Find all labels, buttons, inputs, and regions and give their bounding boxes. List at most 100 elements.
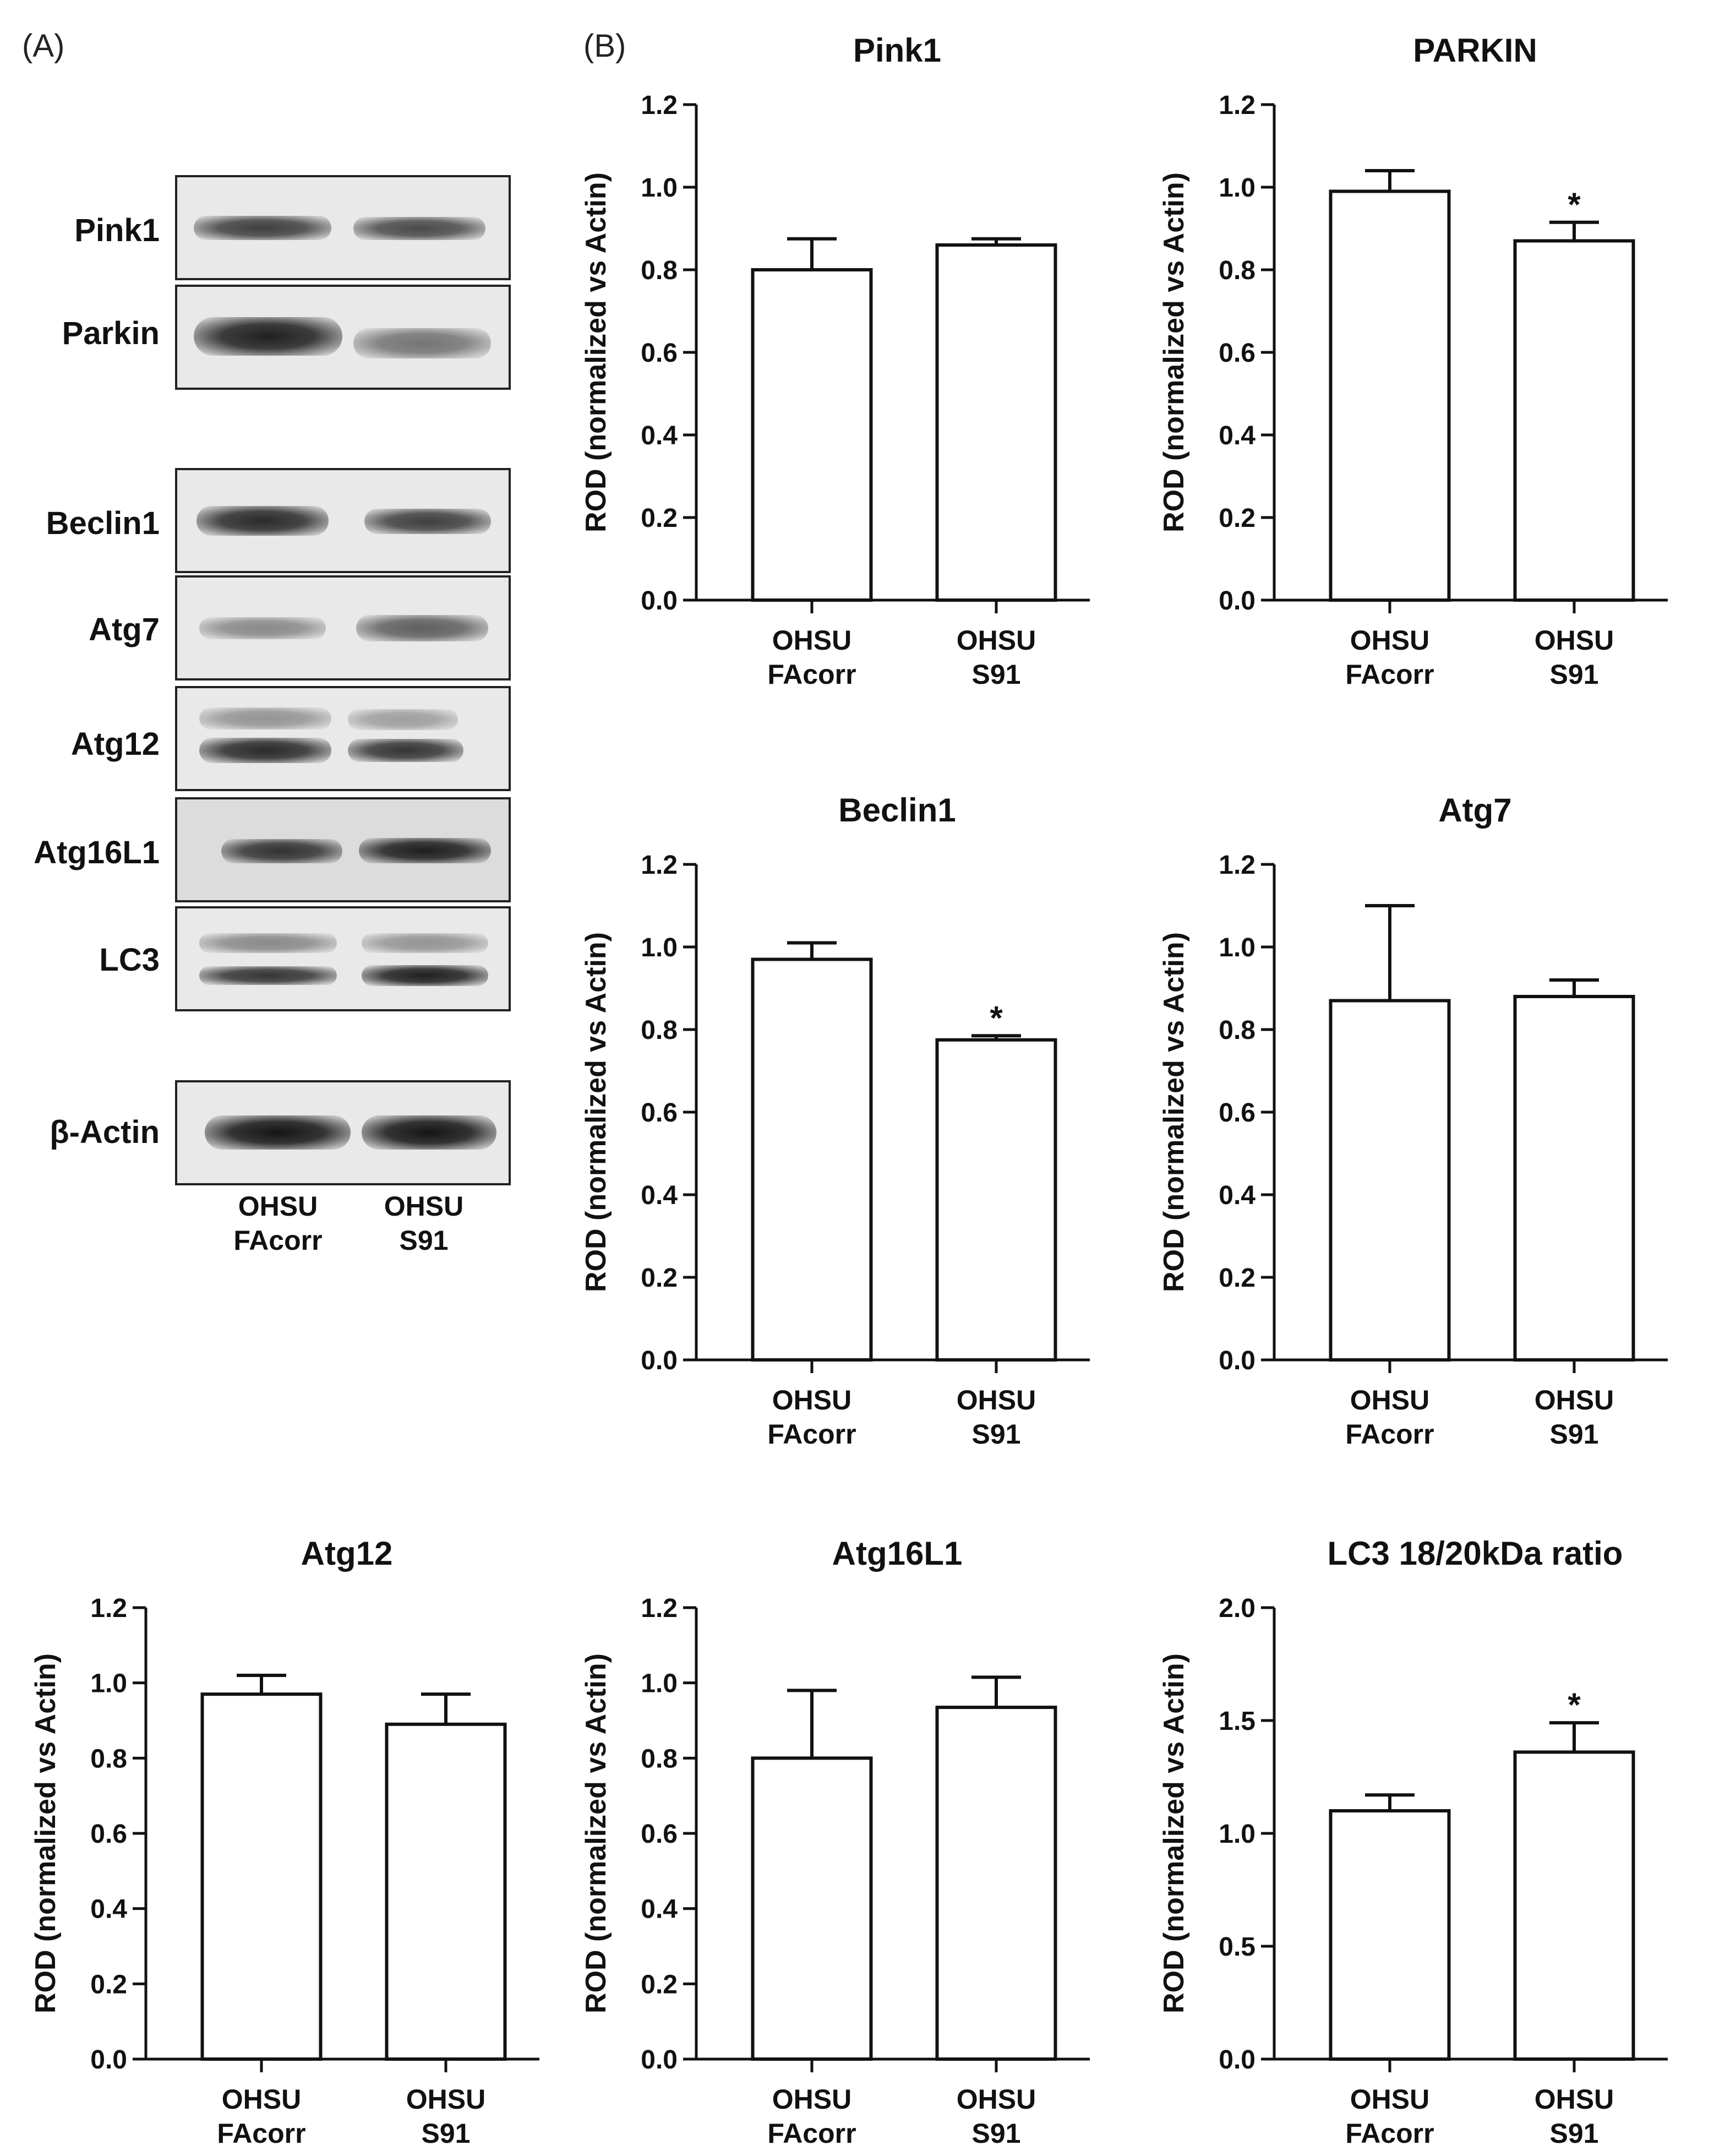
x-tick-label: FAcorr bbox=[1345, 2118, 1434, 2149]
y-tick-label: 0.8 bbox=[641, 256, 678, 285]
x-tick-label: OHSU bbox=[406, 2084, 485, 2115]
chart-title: Atg16L1 bbox=[832, 1535, 963, 1572]
x-tick-label: S91 bbox=[972, 1419, 1021, 1450]
y-tick-label: 2.0 bbox=[1219, 1594, 1255, 1623]
y-tick-label: 0.4 bbox=[90, 1895, 127, 1924]
x-tick-label: OHSU bbox=[957, 2084, 1036, 2115]
y-tick-label: 0.0 bbox=[1219, 1346, 1255, 1375]
chart-title: Atg7 bbox=[1438, 792, 1511, 829]
band bbox=[364, 509, 491, 534]
chart-title: Beclin1 bbox=[838, 792, 956, 829]
y-tick-label: 1.0 bbox=[90, 1669, 127, 1698]
y-tick-label: 1.2 bbox=[1219, 851, 1255, 880]
y-tick-label: 0.0 bbox=[1219, 2045, 1255, 2075]
chart-lc3-ratio: LC3 18/20kDa ratio ROD (normalized vs Act… bbox=[1158, 1535, 1668, 2149]
significance-marker: * bbox=[1568, 186, 1581, 223]
y-tick-label: 0.0 bbox=[641, 586, 678, 616]
y-tick-label: 1.2 bbox=[1219, 91, 1255, 120]
y-tick-label: 1.0 bbox=[641, 1669, 678, 1698]
y-axis-label: ROD (normalized vs Actin) bbox=[1158, 1653, 1190, 2013]
band bbox=[194, 317, 342, 356]
y-tick-label: 0.2 bbox=[641, 1264, 678, 1293]
chart-pink1: Pink1 ROD (normalized vs Actin) 0.0 0.2 0.4 0… bbox=[580, 32, 1090, 690]
chart-title: PARKIN bbox=[1413, 32, 1537, 69]
band bbox=[362, 1115, 496, 1150]
blot-label-parkin: Parkin bbox=[62, 315, 160, 351]
western-blot-panel: Pink1 Parkin Beclin1 Atg7 Atg12 Atg16L1 … bbox=[0, 0, 528, 1321]
band bbox=[199, 933, 337, 953]
y-tick-label: 0.8 bbox=[641, 1744, 678, 1773]
significance-marker: * bbox=[990, 999, 1003, 1036]
y-tick-label: 1.0 bbox=[641, 933, 678, 962]
bar bbox=[1513, 239, 1635, 602]
y-tick-label: 1.0 bbox=[1219, 173, 1255, 203]
blot-strip-atg16l1 bbox=[175, 797, 511, 902]
blot-label-pink1: Pink1 bbox=[74, 213, 160, 248]
y-tick-label: 1.2 bbox=[641, 851, 678, 880]
blot-label-beclin1: Beclin1 bbox=[46, 505, 160, 541]
bar bbox=[1329, 1809, 1451, 2061]
y-tick-label: 0.2 bbox=[1219, 504, 1255, 533]
panel-label-b: (B) bbox=[583, 28, 626, 64]
chart-title: Pink1 bbox=[853, 32, 941, 69]
bar bbox=[935, 1706, 1057, 2061]
y-tick-label: 0.2 bbox=[641, 504, 678, 533]
y-tick-label: 0.5 bbox=[1219, 1932, 1255, 1962]
bar bbox=[1513, 1750, 1635, 2061]
x-tick-label: OHSU bbox=[772, 1385, 851, 1415]
y-axis-label: ROD (normalized vs Actin) bbox=[1158, 932, 1190, 1292]
y-axis-label: ROD (normalized vs Actin) bbox=[30, 1653, 62, 2013]
x-tick-label: FAcorr bbox=[767, 2118, 856, 2149]
chart-atg16l1: Atg16L1 ROD (normalized vs Actin) 0.0 0.2 0.… bbox=[580, 1535, 1090, 2149]
blot-strip-pink1 bbox=[175, 175, 511, 280]
y-tick-label: 0.2 bbox=[1219, 1264, 1255, 1293]
y-tick-label: 0.2 bbox=[641, 1970, 678, 1999]
band bbox=[362, 933, 488, 953]
y-axis-label: ROD (normalized vs Actin) bbox=[580, 932, 612, 1292]
x-tick-label: S91 bbox=[422, 2118, 471, 2149]
band bbox=[353, 217, 485, 240]
y-tick-label: 1.0 bbox=[641, 173, 678, 203]
band bbox=[348, 709, 458, 730]
blot-label-atg12: Atg12 bbox=[70, 726, 160, 762]
y-tick-label: 0.2 bbox=[90, 1970, 127, 1999]
x-tick-label: FAcorr bbox=[1345, 659, 1434, 690]
x-tick-label: OHSU bbox=[1350, 1385, 1429, 1415]
x-tick-label: OHSU bbox=[1535, 625, 1614, 656]
y-tick-label: 0.8 bbox=[641, 1016, 678, 1045]
x-tick-label: S91 bbox=[1550, 659, 1599, 690]
x-tick-label: S91 bbox=[972, 659, 1021, 690]
chart-atg7: Atg7 ROD (normalized vs Actin) 0.0 0.2 0.4 0.… bbox=[1158, 792, 1668, 1450]
y-tick-label: 0.4 bbox=[641, 421, 678, 450]
x-tick-label: OHSU bbox=[222, 2084, 301, 2115]
blot-label-atg7: Atg7 bbox=[89, 612, 160, 647]
bar bbox=[200, 1692, 323, 2061]
band bbox=[199, 707, 331, 729]
y-tick-label: 1.0 bbox=[1219, 1820, 1255, 1849]
panel-label-a: (A) bbox=[22, 28, 65, 64]
y-tick-label: 1.2 bbox=[90, 1594, 127, 1623]
x-tick-label: S91 bbox=[1550, 1419, 1599, 1450]
x-tick-label: FAcorr bbox=[767, 659, 856, 690]
bar bbox=[935, 243, 1057, 602]
y-tick-label: 0.0 bbox=[641, 2045, 678, 2075]
blot-strip-lc3 bbox=[175, 906, 511, 1011]
y-tick-label: 0.6 bbox=[1219, 339, 1255, 368]
x-tick-label: OHSU bbox=[1350, 625, 1429, 656]
blot-label-atg16l1: Atg16L1 bbox=[34, 835, 160, 870]
chart-title: Atg12 bbox=[301, 1535, 393, 1572]
y-tick-label: 0.6 bbox=[90, 1820, 127, 1849]
bar bbox=[751, 268, 873, 602]
band bbox=[348, 739, 463, 762]
x-tick-label: OHSU bbox=[772, 2084, 851, 2115]
bar bbox=[751, 957, 873, 1362]
y-tick-label: 0.8 bbox=[1219, 1016, 1255, 1045]
y-axis-label: ROD (normalized vs Actin) bbox=[580, 172, 612, 532]
bar bbox=[935, 1038, 1057, 1362]
x-tick-label: OHSU bbox=[1535, 2084, 1614, 2115]
lane-label-facorr: OHSU FAcorr bbox=[233, 1191, 323, 1256]
blot-strip-beclin1 bbox=[175, 468, 511, 573]
blot-label-lc3: LC3 bbox=[99, 942, 160, 978]
band bbox=[199, 966, 337, 985]
lane-label-s91: OHSU S91 bbox=[384, 1191, 464, 1256]
